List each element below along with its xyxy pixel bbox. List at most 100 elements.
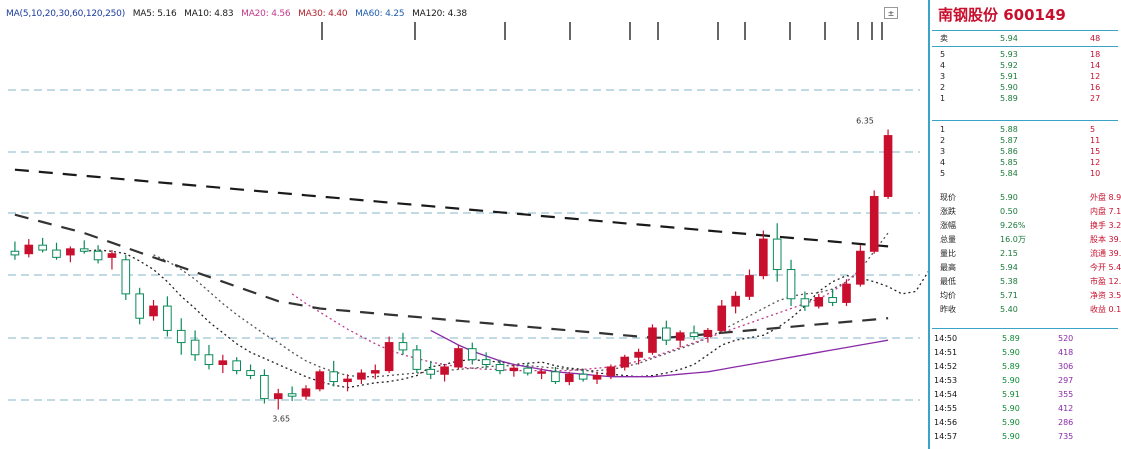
buy-level-row[interactable]: 5 5.84 10: [930, 169, 1121, 179]
candle-body: [717, 305, 727, 331]
sell-level-row-px: 5.89: [1000, 94, 1018, 103]
stat-row-px: 2.15: [1000, 249, 1018, 258]
buy-level-row[interactable]: 1 5.88 5: [930, 125, 1121, 135]
sell-level-row[interactable]: 1 5.89 27: [930, 94, 1121, 104]
stat-row-px: 5.94: [1000, 263, 1018, 272]
tick-row[interactable]: 14:50 5.89 520: [930, 334, 1121, 344]
stat-row-vol: 今开 5.40: [1090, 263, 1121, 272]
tick-row-v: 412: [1058, 404, 1074, 413]
buy-level-row[interactable]: 3 5.86 15: [930, 147, 1121, 157]
ma5-line: [84, 249, 928, 389]
candlestick-chart[interactable]: 6.35 3.65: [0, 0, 928, 449]
zoom-button[interactable]: ±: [884, 7, 898, 19]
candle-13: [190, 330, 200, 361]
sell-level-row[interactable]: 3 5.91 12: [930, 72, 1121, 82]
candle-body: [357, 372, 366, 380]
candle-body: [648, 327, 657, 353]
candle-57: [800, 291, 810, 311]
tick-row-t: 14:55: [934, 404, 958, 413]
candle-34: [481, 352, 491, 370]
tick-row-v: 520: [1058, 334, 1074, 343]
stat-row[interactable]: 均价 5.71 净资 3.52: [930, 291, 1121, 301]
candle-body: [107, 253, 117, 258]
candle-42: [592, 371, 602, 384]
candle-15: [218, 354, 228, 374]
candle-50: [703, 327, 713, 343]
sell-level-row[interactable]: 5 5.93 18: [930, 50, 1121, 60]
candle-body: [828, 297, 837, 303]
ma5-readout: MA5: 5.16: [132, 9, 177, 19]
candle-35: [495, 359, 505, 375]
stat-row[interactable]: 涨幅 9.26% 换手 3.21%: [930, 221, 1121, 231]
indicator-label[interactable]: MA(5,10,20,30,60,120,250): [6, 9, 126, 19]
candle-body: [786, 269, 796, 300]
sell-level-row-vol: 27: [1090, 94, 1101, 103]
buy-level-row[interactable]: 4 5.85 12: [930, 158, 1121, 168]
ma30-readout: MA30: 4.40: [298, 9, 348, 19]
panel-divider-mid: [932, 120, 1118, 121]
stat-row[interactable]: 现价 5.90 外盘 8.9万: [930, 193, 1121, 203]
stat-row[interactable]: 总量 16.0万 股本 39.3亿: [930, 235, 1121, 245]
candle-32: [454, 345, 463, 370]
tick-row-v: 735: [1058, 432, 1074, 441]
candle-20: [287, 386, 297, 402]
candle-body: [384, 342, 394, 372]
sell-level-row-vol: 14: [1090, 61, 1101, 70]
candle-36: [509, 364, 519, 377]
stat-row-px: 5.71: [1000, 291, 1018, 300]
tick-row-p: 5.90: [1002, 404, 1020, 413]
candle-11: [163, 296, 172, 337]
tick-row[interactable]: 14:51 5.90 418: [930, 348, 1121, 358]
buy-level-row[interactable]: 2 5.87 11: [930, 136, 1121, 146]
stat-row[interactable]: 昨收 5.40 收益 0.12: [930, 305, 1121, 315]
candle-60: [842, 279, 851, 307]
tick-row-t: 14:52: [934, 362, 958, 371]
stat-row-lbl: 涨跌: [940, 207, 956, 216]
sell-level-row-px: 5.91: [1000, 72, 1018, 81]
candle-56: [786, 259, 796, 307]
sell-level-row-lbl: 3: [940, 72, 946, 81]
tick-row-p: 5.89: [1002, 362, 1020, 371]
sell-level-row[interactable]: 2 5.90 16: [930, 83, 1121, 93]
candle-body: [343, 378, 352, 383]
sell-level-row-px: 5.92: [1000, 61, 1018, 70]
sell-level-row[interactable]: 4 5.92 14: [930, 61, 1121, 71]
stat-row[interactable]: 量比 2.15 流通 39.3亿: [930, 249, 1121, 259]
candle-43: [606, 364, 616, 380]
stock-title: 南钢股份 600149: [938, 6, 1066, 24]
stat-row[interactable]: 最低 5.38 市盈 12.5: [930, 277, 1121, 287]
tick-row[interactable]: 14:57 5.90 735: [930, 432, 1121, 442]
candle-body: [66, 248, 75, 256]
tick-row-v: 286: [1058, 418, 1074, 427]
ma10-readout: MA10: 4.83: [184, 9, 234, 19]
quote-header-row[interactable]: 卖 5.94 48: [930, 34, 1121, 44]
candle-body: [329, 371, 339, 383]
tick-row[interactable]: 14:52 5.89 306: [930, 362, 1121, 372]
panel-divider-top: [932, 30, 1118, 31]
candle-18: [260, 369, 269, 404]
tick-row-v: 306: [1058, 362, 1074, 371]
candle-body: [634, 351, 643, 358]
candle-body: [273, 393, 283, 400]
candle-5: [79, 240, 89, 254]
candle-body: [370, 370, 380, 374]
tick-row[interactable]: 14:56 5.90 286: [930, 418, 1121, 428]
sell-level-row-vol: 12: [1090, 72, 1101, 81]
tick-row[interactable]: 14:53 5.90 297: [930, 376, 1121, 386]
stat-row[interactable]: 涨跌 0.50 内盘 7.1万: [930, 207, 1121, 217]
candle-body: [842, 283, 851, 303]
buy-level-row-lbl: 4: [940, 158, 946, 167]
tick-row[interactable]: 14:55 5.90 412: [930, 404, 1121, 414]
candle-body: [93, 250, 103, 261]
sell-level-row-px: 5.90: [1000, 83, 1018, 92]
stat-row-lbl: 涨幅: [940, 221, 956, 230]
candle-12: [176, 318, 186, 355]
tick-row-p: 5.91: [1002, 390, 1020, 399]
buy-level-row-px: 5.88: [1000, 125, 1018, 134]
candle-7: [107, 250, 117, 270]
stat-row[interactable]: 最高 5.94 今开 5.40: [930, 263, 1121, 273]
tick-row[interactable]: 14:54 5.91 355: [930, 390, 1121, 400]
candle-10: [149, 299, 158, 321]
stat-row-vol: 净资 3.52: [1090, 291, 1121, 300]
candle-body: [135, 293, 144, 319]
